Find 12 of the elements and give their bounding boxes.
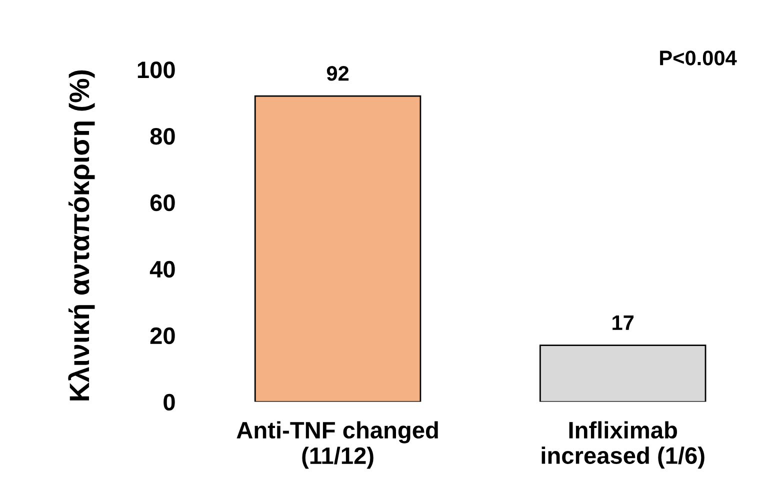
y-tick-label: 40 [150,260,175,278]
text: P<0.004 [660,50,737,66]
y-tick-label: 60 [150,194,175,212]
data-label: 17 [612,316,634,330]
x-tick-label: Anti-TNF changed (11/12) [236,421,438,469]
x-tick-label: Infliximab increased (1/6) [542,421,704,469]
y-axis-title: Κλινική ανταπόκριση (%) [68,70,95,400]
y-tick-label: 20 [150,327,175,344]
y-tick-label: 80 [150,128,175,145]
data-label: 92 [326,66,349,81]
y-tick-label: 100 [138,62,175,78]
y-tick-label: 0 [164,394,175,411]
